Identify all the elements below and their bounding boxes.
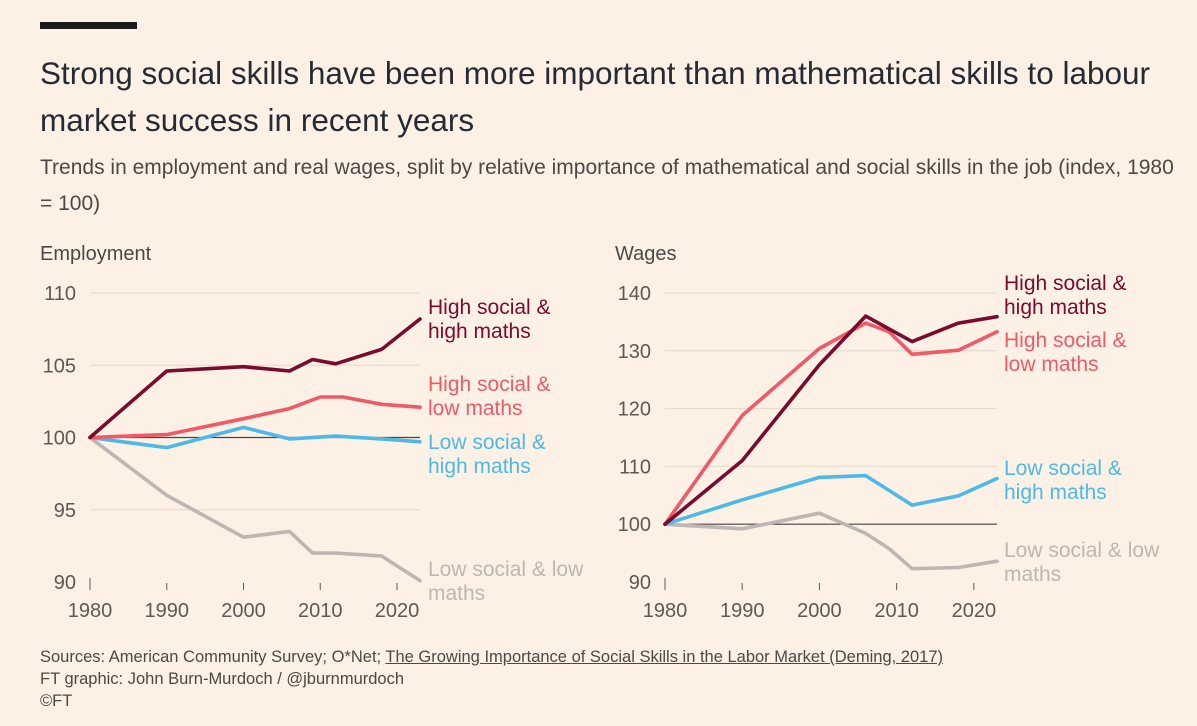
employment-label-hs-lm: High social & low maths bbox=[428, 373, 551, 420]
wages-label-hs-lm: High social & low maths bbox=[1004, 329, 1127, 376]
employment-label-ls-lm-line-2: maths bbox=[428, 582, 485, 605]
employment-x-tick-2010: 2010 bbox=[298, 600, 343, 622]
employment-y-tick-110: 110 bbox=[44, 283, 76, 305]
wages-line-hs-hm bbox=[663, 314, 999, 527]
sources-link[interactable]: The Growing Importance of Social Skills … bbox=[385, 648, 943, 666]
wages-line-ls-hm bbox=[663, 473, 999, 527]
employment-label-hs-hm-line-2: high maths bbox=[428, 320, 531, 343]
employment-y-tick-105: 105 bbox=[43, 355, 76, 377]
employment-line-ls-hm bbox=[88, 425, 422, 450]
wages-label-ls-hm: Low social & high maths bbox=[1004, 457, 1122, 504]
employment-label-hs-lm-line-1: High social & bbox=[428, 373, 551, 396]
wages-label-ls-lm: Low social & low maths bbox=[1004, 539, 1160, 586]
employment-label-hs-lm-line-2: low maths bbox=[428, 397, 523, 420]
employment-y-tick-90: 90 bbox=[54, 572, 76, 594]
wages-y-tick-100: 100 bbox=[618, 514, 651, 536]
chart-footer: Sources: American Community Survey; O*Ne… bbox=[40, 646, 943, 712]
wages-label-hs-hm-line-2: high maths bbox=[1004, 296, 1107, 319]
employment-y-tick-95: 95 bbox=[54, 500, 76, 522]
employment-label-ls-hm-line-1: Low social & bbox=[428, 431, 546, 454]
wages-label-hs-hm: High social & high maths bbox=[1004, 272, 1127, 319]
wages-line-hs-lm bbox=[663, 321, 999, 527]
sources-prefix: Sources: American Community Survey; O*Ne… bbox=[40, 648, 386, 666]
employment-panel: Employment 90 95 100 105 110 1980 1990 2000 2010 2… bbox=[40, 243, 584, 622]
wages-label-hs-lm-line-1: High social & bbox=[1004, 329, 1127, 352]
wages-y-tick-110: 110 bbox=[619, 456, 651, 478]
employment-label-ls-lm-line-1: Low social & low bbox=[428, 558, 584, 581]
wages-label-ls-lm-line-2: maths bbox=[1004, 563, 1061, 586]
employment-x-tick-2000: 2000 bbox=[221, 600, 266, 622]
employment-line-ls-lm bbox=[88, 435, 422, 583]
ft-copyright: ©FT bbox=[40, 692, 73, 710]
wages-y-tick-130: 130 bbox=[618, 341, 651, 363]
employment-x-tick-1980: 1980 bbox=[68, 600, 113, 622]
wages-y-tick-140: 140 bbox=[618, 283, 651, 305]
employment-x-tick-2020: 2020 bbox=[375, 600, 420, 622]
wages-line-ls-lm bbox=[663, 511, 999, 571]
employment-label-ls-lm: Low social & low maths bbox=[428, 558, 584, 605]
employment-label-hs-hm-line-1: High social & bbox=[428, 296, 551, 319]
wages-label-hs-lm-line-2: low maths bbox=[1004, 353, 1099, 376]
wages-y-tick-90: 90 bbox=[629, 572, 651, 594]
chart-subtitle: Trends in employment and real wages, spl… bbox=[40, 156, 1174, 215]
chart-title: Strong social skills have been more impo… bbox=[40, 55, 1151, 138]
wages-x-tick-1980: 1980 bbox=[643, 600, 688, 622]
employment-label-ls-hm: Low social & high maths bbox=[428, 431, 546, 478]
sources-line: Sources: American Community Survey; O*Ne… bbox=[40, 646, 943, 668]
ft-top-rule bbox=[40, 22, 137, 29]
wages-label-hs-hm-line-1: High social & bbox=[1004, 272, 1127, 295]
employment-line-hs-lm bbox=[88, 395, 422, 440]
employment-line-hs-hm bbox=[88, 317, 422, 440]
wages-x-tick-1990: 1990 bbox=[720, 600, 765, 622]
employment-label-ls-hm-line-2: high maths bbox=[428, 455, 531, 478]
wages-x-tick-2020: 2020 bbox=[952, 600, 997, 622]
employment-label-hs-hm: High social & high maths bbox=[428, 296, 551, 343]
wages-label-ls-lm-line-1: Low social & low bbox=[1004, 539, 1160, 562]
employment-x-tick-1990: 1990 bbox=[144, 600, 189, 622]
wages-x-tick-2010: 2010 bbox=[874, 600, 919, 622]
graphic-credit: FT graphic: John Burn-Murdoch / @jburnmu… bbox=[40, 670, 405, 688]
wages-label-ls-hm-line-1: Low social & bbox=[1004, 457, 1122, 480]
wages-label-ls-hm-line-2: high maths bbox=[1004, 481, 1107, 504]
employment-panel-title: Employment bbox=[40, 243, 152, 265]
wages-y-tick-120: 120 bbox=[618, 399, 651, 421]
wages-panel-title: Wages bbox=[615, 243, 677, 265]
employment-y-tick-100: 100 bbox=[43, 428, 76, 450]
wages-panel: Wages 90 100 110 120 130 140 1980 1990 2000 2010 20… bbox=[615, 243, 1160, 622]
wages-x-tick-2000: 2000 bbox=[797, 600, 842, 622]
